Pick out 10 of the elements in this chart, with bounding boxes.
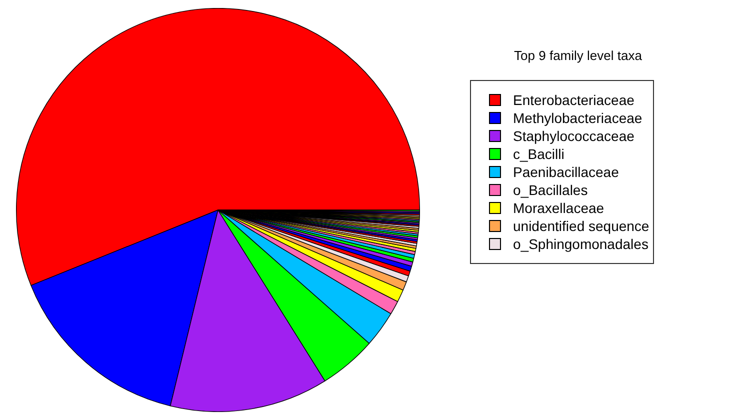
- legend-label: c_Bacilli: [513, 146, 564, 162]
- legend-label: o_Bacillales: [513, 182, 588, 198]
- legend-label: Paenibacillaceae: [513, 164, 619, 180]
- legend-label: Moraxellaceae: [513, 200, 604, 216]
- legend-title: Top 9 family level taxa: [513, 48, 643, 63]
- legend-label: Methylobacteriaceae: [513, 110, 642, 126]
- legend-label: o_Sphingomonadales: [513, 236, 648, 252]
- legend-label: Staphylococcaceae: [513, 128, 634, 144]
- legend-label: unidentified sequence: [513, 218, 650, 234]
- legend-label: Enterobacteriaceae: [513, 92, 634, 108]
